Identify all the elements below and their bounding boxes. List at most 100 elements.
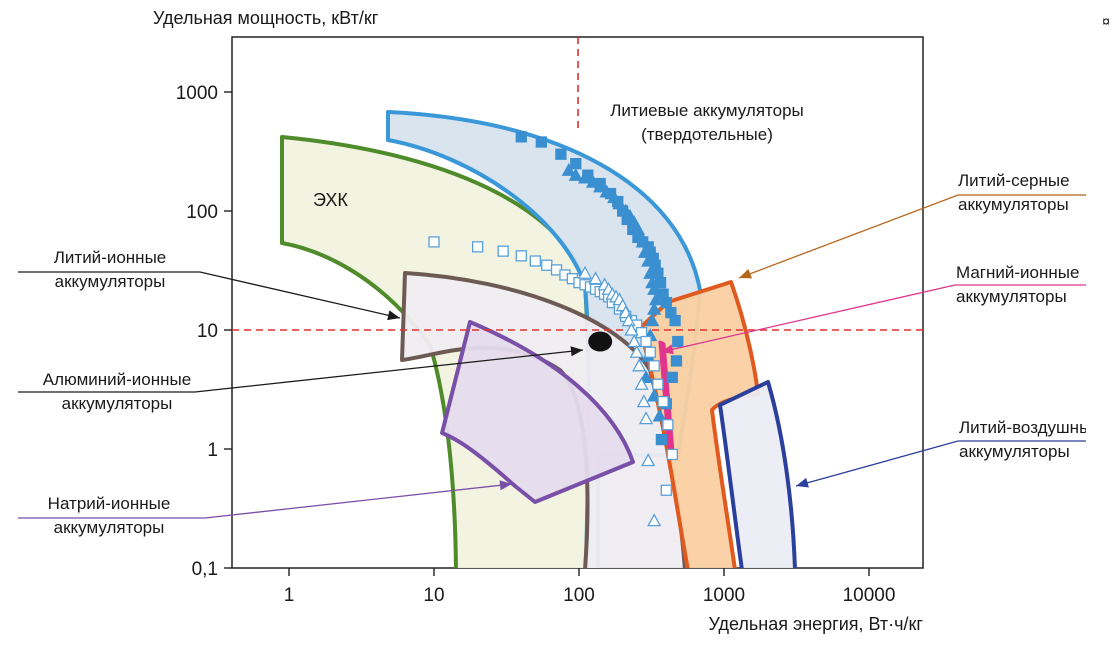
label-li-ion-arrowhead (387, 310, 400, 321)
label-na-ion-line-1: аккумуляторы (54, 518, 165, 537)
point-t1-18 (647, 281, 662, 295)
point-t1-15 (641, 253, 656, 267)
label-li-s-arrowhead (739, 269, 752, 279)
regions-layer (280, 110, 797, 568)
point-t1-25 (647, 388, 662, 402)
label-li-ion-line-1: аккумуляторы (55, 272, 166, 291)
point-t1-5 (599, 184, 614, 198)
point-t1-6 (607, 190, 622, 204)
label-mg-ion-arrowhead (661, 344, 674, 355)
label-li-ion-line-0: Литий-ионные (54, 248, 167, 267)
label-al-ion-leader (18, 349, 584, 393)
label-li-s-line-0: Литий-серные (958, 171, 1070, 190)
label-al-ion-arrowhead (570, 346, 583, 357)
point-t3-15 (636, 394, 651, 408)
point-s2-4 (529, 255, 542, 267)
point-t3-0 (577, 265, 593, 279)
point-s2-1 (471, 241, 484, 253)
point-t3-12 (629, 344, 644, 358)
point-s2-0 (428, 236, 440, 248)
point-s0-3 (570, 157, 582, 170)
label-li-ion-leader (18, 271, 401, 319)
x-tick-label-3: 1000 (703, 585, 745, 606)
label-ekhk: ЭХК (313, 190, 348, 210)
points-layer (428, 131, 684, 527)
label-li-air-line-1: аккумуляторы (959, 442, 1070, 461)
corner-mark: ¤ (1102, 13, 1110, 29)
point-s0-27 (655, 433, 668, 446)
label-mg-ion-line-1: аккумуляторы (956, 287, 1067, 306)
point-t3-10 (624, 322, 639, 336)
region-5 (718, 380, 797, 568)
label-na-ion-line-0: Натрий-ионные (48, 494, 171, 513)
point-s0-24 (670, 355, 683, 367)
axes-layer: 1 10 100 1000 10000 0,1 1 10 100 1000 Удельная эне… (153, 8, 923, 634)
point-t1-0 (561, 162, 576, 176)
point-t3-9 (621, 313, 636, 327)
y-tick-label-0: 0,1 (192, 559, 218, 580)
point-t1-7 (612, 196, 627, 210)
point-s0-0 (515, 131, 527, 143)
point-s2-28 (666, 448, 678, 461)
point-t1-2 (577, 170, 593, 184)
point-s2-26 (657, 395, 669, 408)
aluminium-point (588, 331, 613, 352)
x-tick-label-2: 100 (563, 585, 595, 606)
label-li-air-line-0: Литий-воздушные (959, 418, 1101, 437)
x-tick-label-0: 1 (284, 585, 295, 606)
label-li-s-leader (738, 194, 1086, 279)
label-mg-ion-leader (660, 284, 1086, 353)
point-s0-2 (555, 148, 567, 160)
point-t1-20 (647, 301, 662, 315)
labels-layer: ЭХК Литиевые аккумуляторы (твердотельные) Л… (18, 101, 1101, 537)
label-li-s-line-1: аккумуляторы (958, 195, 1069, 214)
label-na-ion-leader (18, 483, 513, 519)
point-s0-23 (672, 335, 684, 348)
label-al-ion-line-1: аккумуляторы (62, 394, 173, 413)
label-mg-ion-line-0: Магний-ионные (956, 263, 1079, 282)
point-t1-24 (638, 369, 654, 384)
x-tick-label-1: 10 (423, 585, 444, 606)
point-s2-25 (652, 378, 664, 390)
x-axis-label: Удельная энергия, Вт·ч/кг (708, 614, 923, 634)
label-na-ion-arrowhead (499, 480, 512, 491)
x-tick-label-4: 10000 (843, 585, 896, 606)
y-tick-label-3: 100 (186, 202, 218, 223)
region-3 (440, 320, 635, 504)
point-t3-13 (632, 358, 647, 372)
point-s2-23 (644, 346, 656, 358)
point-s2-2 (497, 245, 509, 257)
point-t1-26 (652, 408, 667, 422)
point-s2-5 (541, 259, 553, 271)
point-s2-24 (648, 360, 660, 372)
reference-lines (232, 37, 923, 331)
point-t3-16 (638, 411, 654, 425)
label-li-air-arrowhead (796, 477, 809, 488)
point-t3-1 (588, 271, 603, 285)
point-t3-18 (647, 513, 662, 527)
point-s0-1 (535, 136, 548, 148)
point-s2-27 (662, 419, 674, 431)
point-s2-3 (515, 250, 527, 262)
point-t1-16 (643, 265, 658, 279)
point-s0-25 (666, 371, 678, 384)
point-s0-20 (660, 296, 672, 309)
point-t3-14 (634, 376, 649, 390)
point-t3-17 (641, 453, 656, 467)
y-axis-label: Удельная мощность, кВт/кг (153, 8, 379, 28)
y-tick-label-2: 10 (197, 321, 218, 342)
label-solid-lithium-line-0: Литиевые аккумуляторы (610, 101, 804, 120)
label-solid-lithium-line-1: (твердотельные) (641, 125, 773, 144)
point-t1-21 (645, 313, 660, 327)
point-t1-4 (593, 179, 608, 193)
point-t3-11 (627, 334, 642, 348)
point-t1-3 (585, 174, 601, 188)
point-s2-29 (660, 484, 672, 496)
point-t1-13 (635, 234, 650, 248)
label-al-ion-line-0: Алюминий-ионные (43, 370, 191, 389)
point-s0-22 (669, 314, 681, 327)
point-s2-22 (640, 335, 652, 348)
label-li-air-leader (795, 440, 1086, 487)
point-t1-19 (648, 292, 664, 306)
